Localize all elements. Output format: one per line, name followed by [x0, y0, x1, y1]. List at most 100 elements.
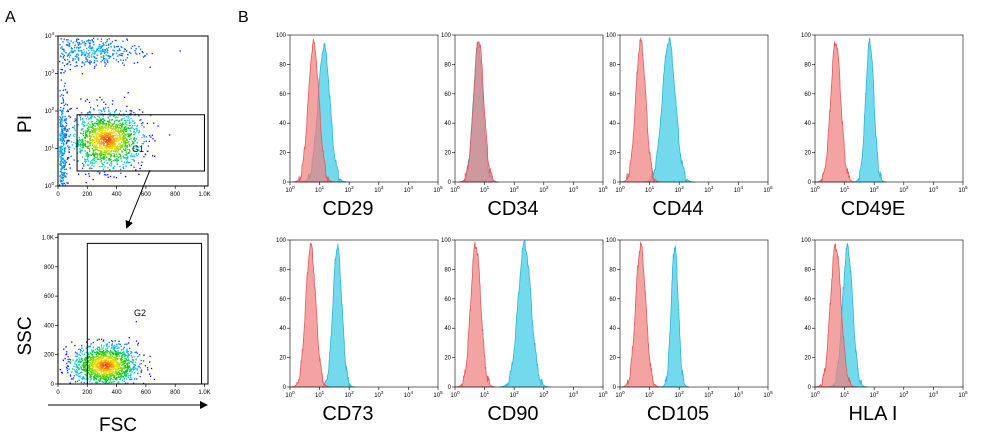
event-dot	[68, 53, 70, 55]
event-dot	[115, 356, 117, 358]
x-tick-label: 1.0K	[198, 390, 210, 396]
event-dot	[102, 118, 104, 120]
event-dot	[119, 147, 122, 149]
histogram-frame	[289, 34, 439, 183]
event-dot	[133, 356, 135, 358]
event-dot	[99, 380, 101, 382]
event-dot	[129, 365, 131, 367]
event-dot	[106, 141, 109, 143]
event-dot	[106, 145, 109, 147]
event-dot	[115, 364, 117, 366]
y-tick-label: 40	[609, 326, 616, 332]
event-dot	[102, 118, 105, 120]
event-dot	[114, 365, 116, 367]
event-dot	[60, 138, 62, 140]
event-dot	[98, 139, 100, 141]
event-dot	[82, 134, 85, 137]
event-dot	[78, 47, 80, 50]
event-dot	[62, 133, 65, 136]
event-dot	[140, 150, 142, 152]
event-dot	[82, 119, 84, 121]
event-dot	[84, 364, 86, 366]
event-dot	[99, 135, 101, 137]
event-dot	[132, 120, 134, 123]
event-dot	[149, 66, 151, 68]
event-dot	[85, 158, 87, 161]
event-dot	[95, 133, 97, 135]
event-dot	[84, 359, 87, 362]
event-dot	[88, 145, 90, 147]
event-dot	[61, 130, 64, 133]
event-dot	[96, 129, 98, 131]
event-dot	[84, 150, 86, 152]
x-tick-label: 103	[539, 390, 549, 399]
event-dot	[93, 369, 96, 371]
event-dot	[80, 358, 83, 360]
event-dot	[71, 368, 74, 370]
event-dot	[111, 374, 113, 376]
event-dot	[129, 145, 131, 147]
event-dot	[110, 165, 112, 167]
event-dot	[92, 373, 94, 375]
event-dot	[134, 351, 136, 354]
event-dot	[88, 133, 90, 135]
event-dot	[117, 370, 120, 373]
event-dot	[119, 376, 121, 378]
event-dot	[63, 85, 66, 87]
gate-g2	[86, 242, 203, 385]
event-dot	[100, 143, 102, 145]
event-dot	[76, 355, 78, 358]
event-dot	[105, 159, 107, 161]
event-dot	[122, 376, 124, 378]
event-dot	[85, 358, 87, 360]
event-dot	[89, 381, 91, 383]
gate-g1-label: G1	[132, 144, 144, 154]
event-dot	[101, 374, 104, 377]
event-dot	[62, 143, 64, 145]
event-dot	[105, 370, 108, 372]
event-dot	[125, 121, 127, 123]
event-dot	[111, 138, 113, 141]
event-dot	[70, 141, 73, 143]
event-dot	[126, 139, 128, 141]
x-tick-label: 103	[539, 185, 549, 194]
event-dot	[119, 143, 121, 145]
event-dot	[116, 360, 118, 362]
event-dot	[111, 352, 113, 354]
event-dot	[126, 350, 128, 352]
event-dot	[113, 57, 115, 60]
event-dot	[78, 375, 80, 377]
event-dot	[101, 130, 103, 132]
event-dot	[114, 144, 116, 147]
event-dot	[90, 141, 92, 144]
event-dot	[128, 124, 130, 127]
event-dot	[59, 163, 61, 165]
event-dot	[86, 53, 88, 55]
event-dot	[91, 123, 94, 126]
event-dot	[126, 158, 128, 161]
event-dot	[120, 374, 122, 376]
event-dot	[114, 357, 116, 359]
event-dot	[65, 136, 67, 138]
event-dot	[93, 129, 95, 131]
event-dot	[69, 382, 71, 384]
event-dot	[104, 135, 106, 137]
event-dot	[109, 132, 111, 134]
x-tick-label: 104	[929, 185, 939, 194]
isotype-histogram	[290, 242, 331, 388]
event-dot	[115, 149, 117, 151]
x-tick-label: 104	[734, 185, 744, 194]
event-dot	[111, 343, 113, 345]
event-dot	[79, 119, 82, 121]
event-dot	[115, 357, 117, 359]
event-dot	[112, 351, 114, 353]
event-dot	[131, 371, 133, 373]
event-dot	[110, 125, 113, 127]
event-dot	[82, 140, 84, 143]
event-dot	[89, 142, 91, 144]
x-tick-label: 102	[675, 390, 685, 399]
event-dot	[66, 91, 68, 93]
event-dot	[96, 361, 98, 363]
event-dot	[125, 141, 127, 143]
event-dot	[77, 43, 79, 45]
